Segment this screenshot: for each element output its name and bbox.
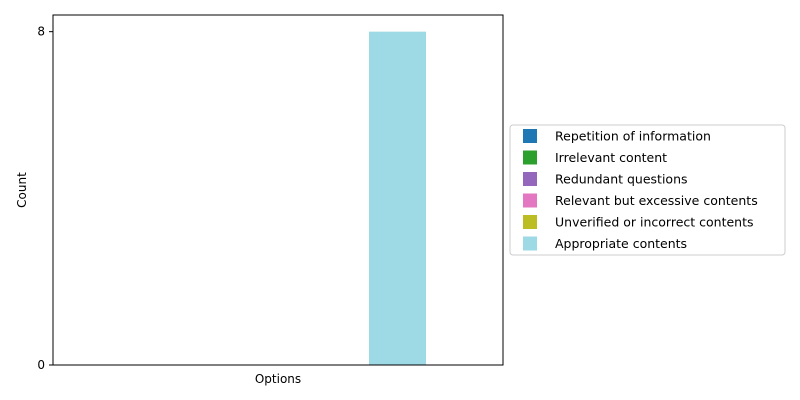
legend-frame — [509, 124, 786, 256]
y-axis: 08 — [37, 25, 53, 372]
bars-group — [369, 31, 426, 366]
legend-swatch — [523, 150, 537, 165]
bar-6 — [369, 31, 426, 366]
legend-label: Unverified or incorrect contents — [555, 215, 754, 230]
y-tick-label: 0 — [37, 358, 45, 372]
legend-label: Irrelevant content — [555, 150, 667, 165]
legend-swatch — [523, 129, 537, 143]
legend-swatch — [523, 172, 537, 186]
y-tick-label: 8 — [37, 25, 45, 39]
x-axis-label: Options — [255, 372, 301, 386]
legend-label: Relevant but excessive contents — [555, 193, 758, 208]
legend-swatch — [523, 215, 537, 229]
legend-label: Redundant questions — [555, 172, 688, 187]
legend-swatch — [523, 193, 537, 208]
y-axis-label: Count — [15, 172, 29, 208]
legend: Repetition of information Irrelevant cont… — [509, 124, 786, 256]
legend-label: Repetition of information — [555, 129, 711, 144]
plot-frame — [52, 14, 504, 366]
legend-swatch — [523, 236, 537, 251]
legend-label: Appropriate contents — [555, 236, 687, 251]
